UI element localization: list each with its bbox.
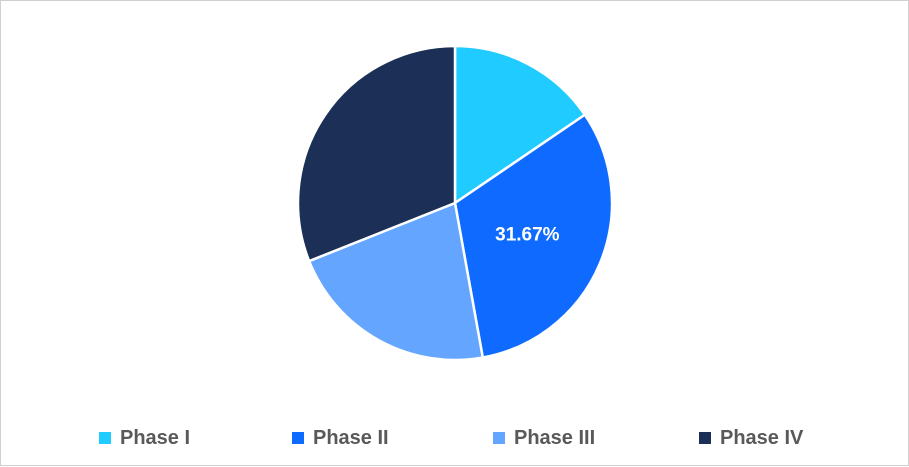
legend-item-phase-iv: Phase IV [699, 425, 803, 451]
data-label-phase-ii: 31.67% [495, 224, 560, 245]
legend-item-phase-iii: Phase III [493, 425, 595, 451]
legend-swatch-phase-iii [493, 432, 505, 444]
pie-slice-phase-iv [296, 44, 457, 263]
legend-swatch-phase-i [99, 432, 111, 444]
pie-slice-phase-i [453, 44, 587, 205]
legend: Phase I Phase II Phase III Phase IV [1, 425, 909, 451]
legend-label-phase-iii: Phase III [514, 426, 596, 449]
legend-label-phase-iv: Phase IV [720, 426, 804, 449]
legend-label-phase-ii: Phase II [313, 426, 389, 449]
pie-slice-phase-iii [307, 201, 485, 362]
legend-item-phase-ii: Phase II [292, 425, 389, 451]
pie-slice-phase-ii [453, 113, 614, 359]
legend-item-phase-i: Phase I [99, 425, 190, 451]
legend-swatch-phase-ii [292, 432, 304, 444]
legend-label-phase-i: Phase I [120, 426, 191, 449]
legend-swatch-phase-iv [699, 432, 711, 444]
